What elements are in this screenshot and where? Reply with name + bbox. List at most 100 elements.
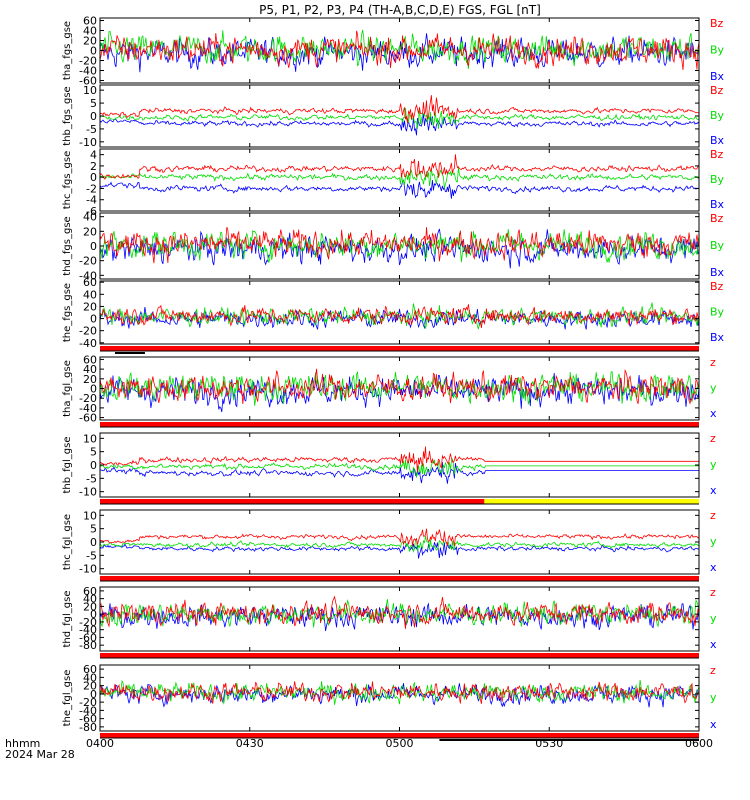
y-tick-label: 0 (90, 536, 97, 549)
panel-frame (99, 432, 700, 498)
legend-by: By (710, 173, 725, 186)
y-tick-label: -80 (79, 639, 97, 652)
legend-z: z (710, 356, 716, 369)
y-tick-label: 40 (83, 288, 97, 301)
y-tick-label: 20 (83, 600, 97, 613)
series-x (100, 461, 699, 484)
y-tick-label: -60 (79, 412, 97, 425)
legend-by: By (710, 306, 725, 319)
legend-bx: Bx (710, 70, 725, 83)
chart-title: P5, P1, P2, P3, P4 (TH-A,B,C,D,E) FGS, F… (259, 3, 541, 17)
legend-by: By (710, 239, 725, 252)
y-tick-label: 0 (90, 459, 97, 472)
y-tick-label: -40 (79, 402, 97, 415)
series-z (100, 304, 699, 329)
legend-bz: Bz (710, 280, 724, 293)
y-tick-label: -10 (79, 563, 97, 576)
y-tick-label: -4 (86, 194, 97, 207)
y-tick-label: -60 (79, 713, 97, 726)
legend-bz: Bz (710, 212, 724, 225)
y-tick-label: -20 (79, 325, 97, 338)
y-tick-label: 20 (83, 373, 97, 386)
y-tick-label: -40 (79, 65, 97, 78)
y-tick-label: -40 (79, 704, 97, 717)
y-tick-label: 0 (90, 110, 97, 123)
series-y (100, 535, 699, 553)
x-tick-label: 0530 (535, 737, 563, 750)
series-z (100, 446, 699, 473)
y-axis-label: thd_fgs_gse (62, 216, 73, 275)
y-tick-label: 60 (83, 276, 97, 289)
y-tick-label: 0 (90, 608, 97, 621)
y-axis-label: thb_fgs_gse (62, 86, 73, 145)
legend-z: z (710, 664, 716, 677)
y-tick-label: 40 (83, 25, 97, 38)
y-tick-label: -6 (86, 205, 97, 218)
y-tick-label: -10 (79, 486, 97, 499)
time-label: hhmm (5, 737, 40, 750)
legend-bx: Bx (710, 266, 725, 279)
series-z (100, 30, 699, 70)
series-x (100, 113, 699, 136)
series-y (100, 371, 699, 406)
y-tick-label: 60 (83, 663, 97, 676)
legend-z: z (710, 509, 716, 522)
flag-bar-red (100, 576, 699, 581)
legend-y: y (710, 535, 717, 548)
legend-by: By (710, 44, 725, 57)
y-tick-label: 0 (90, 383, 97, 396)
y-tick-label: 5 (90, 97, 97, 110)
legend-x: x (710, 638, 717, 651)
legend-x: x (710, 561, 717, 574)
date-label: 2024 Mar 28 (5, 748, 75, 761)
y-tick-label: -60 (79, 631, 97, 644)
y-tick-label: -60 (79, 75, 97, 88)
y-tick-label: 4 (90, 149, 97, 162)
y-tick-label: 40 (83, 211, 97, 224)
y-tick-label: -2 (86, 182, 97, 195)
y-tick-label: 60 (83, 585, 97, 598)
y-tick-label: 20 (83, 300, 97, 313)
series-x (100, 179, 699, 199)
legend-bz: Bz (710, 84, 724, 97)
legend-y: y (710, 382, 717, 395)
series-y (100, 302, 699, 330)
y-tick-label: 0 (90, 688, 97, 701)
panel-frame (99, 509, 700, 575)
flag-marker (114, 352, 145, 354)
y-tick-label: 5 (90, 446, 97, 459)
series-z (100, 226, 699, 264)
y-tick-label: -40 (79, 624, 97, 637)
series-y (100, 457, 699, 479)
x-tick-label: 0430 (236, 737, 264, 750)
y-tick-label: -5 (86, 123, 97, 136)
y-tick-label: -5 (86, 472, 97, 485)
series-z (100, 154, 699, 180)
y-tick-label: 0 (90, 171, 97, 184)
series-y (100, 107, 699, 129)
y-tick-label: 20 (83, 680, 97, 693)
series-x (100, 33, 699, 73)
series-y (100, 167, 699, 189)
series-z (100, 368, 699, 405)
series-z (100, 681, 699, 704)
y-axis-label: thb_fgl_gse (62, 437, 73, 494)
y-tick-label: 20 (83, 225, 97, 238)
y-axis-label: the_fgs_gse (62, 283, 73, 342)
flag-bar-red (100, 422, 699, 427)
y-tick-label: 60 (83, 353, 97, 366)
series-z (100, 95, 699, 123)
y-tick-label: 0 (90, 45, 97, 58)
flag-bar-red (100, 733, 699, 738)
y-axis-label: the_fgl_gse (62, 670, 73, 727)
legend-z: z (710, 432, 716, 445)
y-axis-label: thc_fgl_gse (62, 514, 73, 570)
y-tick-label: 0 (90, 240, 97, 253)
legend-bz: Bz (710, 17, 724, 30)
